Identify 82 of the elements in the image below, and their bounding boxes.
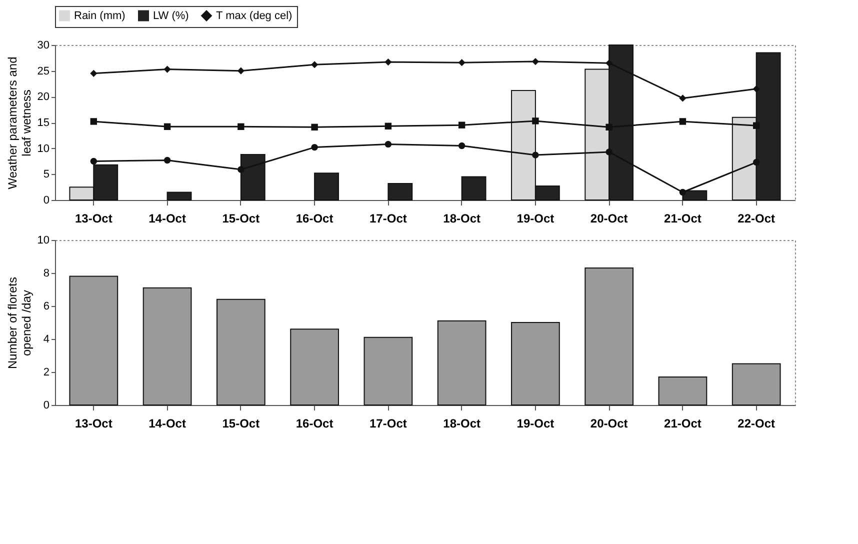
y-tick-label: 25 — [37, 65, 50, 78]
point — [679, 94, 686, 102]
bar — [461, 176, 486, 200]
x-tick-label: 20-Oct — [590, 416, 628, 430]
legend-label: Rain (mm) — [74, 10, 126, 22]
bar — [290, 328, 339, 406]
y-tick-label: 20 — [37, 91, 50, 104]
x-tick-label: 19-Oct — [516, 416, 554, 430]
bar — [584, 268, 634, 406]
y-tick-label: 0 — [43, 194, 50, 206]
bar — [216, 298, 266, 406]
x-tick-label: 16-Oct — [296, 416, 334, 430]
point — [164, 66, 171, 73]
point — [90, 70, 98, 77]
point — [384, 140, 392, 148]
point — [532, 152, 539, 158]
y-tick-label: 10 — [37, 142, 50, 155]
x-tick-label: 20-Oct — [590, 212, 628, 226]
point — [238, 123, 244, 130]
x-tick-label: 21-Oct — [664, 212, 702, 226]
point — [532, 58, 539, 66]
point — [238, 166, 244, 173]
x-tick-label: 13-Oct — [74, 416, 112, 430]
x-tick-label: 17-Oct — [370, 212, 407, 226]
x-tick-label: 18-Oct — [443, 416, 480, 430]
bar — [437, 320, 486, 406]
x-tick-label: 15-Oct — [222, 416, 260, 430]
point — [752, 158, 760, 166]
point — [90, 158, 98, 165]
y-axis-title: Weather parameters and leaf wetness — [5, 56, 34, 190]
x-tick-label: 14-Oct — [148, 416, 186, 430]
x-tick-label: 13-Oct — [74, 212, 112, 226]
bar — [364, 336, 413, 406]
point — [384, 58, 392, 66]
point — [311, 144, 318, 151]
x-tick-label: 14-Oct — [148, 212, 186, 226]
point — [311, 124, 318, 131]
y-tick-label: 6 — [43, 300, 50, 312]
y-tick-label: 2 — [43, 366, 50, 378]
point — [164, 123, 171, 130]
point — [606, 124, 612, 131]
bar — [69, 276, 118, 406]
x-tick-label: 16-Oct — [296, 212, 334, 226]
y-tick-label: 4 — [43, 334, 50, 346]
point — [311, 61, 318, 68]
point — [164, 156, 171, 164]
y-axis-title: Number of florets opened /day — [5, 276, 34, 370]
point — [90, 118, 98, 125]
x-tick-label: 21-Oct — [664, 416, 702, 430]
y-tick-label: 5 — [43, 168, 50, 181]
y-tick-label: 30 — [37, 40, 50, 52]
bar — [314, 172, 339, 200]
x-tick-label: 17-Oct — [370, 416, 407, 430]
x-tick-label: 15-Oct — [222, 212, 260, 226]
point — [384, 122, 392, 130]
y-tick-label: 8 — [43, 268, 50, 280]
point — [752, 122, 760, 129]
point — [532, 118, 539, 124]
y-tick-label: 10 — [37, 234, 50, 246]
point — [606, 60, 613, 67]
x-tick-label: 22-Oct — [738, 212, 776, 226]
bar — [166, 192, 192, 200]
bar — [732, 363, 781, 406]
legend-label: T max (deg cel) — [216, 10, 292, 22]
point — [458, 122, 466, 128]
bar — [142, 287, 192, 406]
point — [752, 85, 760, 92]
point — [606, 148, 612, 156]
bar — [511, 322, 560, 406]
point — [237, 67, 244, 74]
y-tick-label: 15 — [37, 117, 50, 129]
x-tick-label: 18-Oct — [443, 212, 480, 226]
x-tick-label: 19-Oct — [516, 212, 554, 226]
point — [679, 118, 686, 125]
legend-label: LW (%) — [153, 10, 189, 22]
x-tick-label: 22-Oct — [738, 416, 776, 430]
bar — [658, 376, 708, 406]
y-tick-label: 0 — [43, 400, 50, 412]
bar — [388, 182, 413, 200]
point — [458, 59, 466, 66]
point — [679, 188, 686, 196]
point — [458, 142, 466, 150]
